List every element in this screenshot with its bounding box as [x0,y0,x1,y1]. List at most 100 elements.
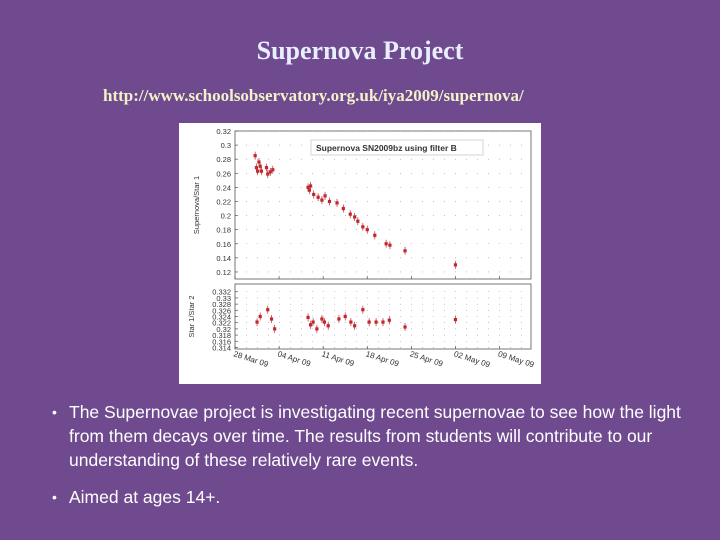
y-tick-label: 0.18 [216,226,231,235]
project-url[interactable]: http://www.schoolsobservatory.org.uk/iya… [103,86,524,105]
data-marker [255,320,259,324]
data-marker [348,212,352,216]
data-marker [307,188,311,192]
chart-title: Supernova SN2009bz using filter B [316,143,457,153]
y-tick-label: 0.322 [212,319,231,328]
data-point [322,318,327,327]
chart-svg: 0.32 0.3 0.28 0.26 0.24 0.22 0.2 0.18 0.16 0.14 0.… [187,127,536,370]
star-ratio-panel: 0.3320.330.3280.3260.3240.3220.320.3180.… [187,283,536,370]
data-point [258,312,262,321]
data-point [273,324,277,333]
data-marker [258,314,262,319]
data-marker [388,243,392,247]
y-tick-label: 0.32 [216,127,231,136]
data-marker [341,206,345,211]
x-tick-label: 04 Apr 09 [276,349,312,368]
data-point [356,217,360,226]
y-tick-label: 0.332 [212,288,231,297]
data-point [308,320,313,329]
data-point [268,167,272,176]
x-tick-label: 25 Apr 09 [409,349,445,368]
bullet-item: Aimed at ages 14+. [52,485,692,509]
plot-frame [234,130,532,280]
data-marker [353,324,357,328]
data-point [327,197,332,206]
data-marker [308,184,313,188]
data-point [256,167,260,176]
data-marker [335,201,339,205]
x-tick-label: 28 Mar 09 [232,349,270,369]
x-tick-label: 11 Apr 09 [321,349,356,368]
data-marker [403,249,407,253]
y-tick-label: 0.14 [216,254,231,263]
data-point [353,212,357,221]
chart-title-box [310,139,484,156]
data-marker [322,320,327,324]
y-tick-label: 0.328 [212,300,231,309]
data-point [320,314,324,323]
data-point [341,204,345,213]
y-tick-label: 0.326 [212,306,231,315]
data-marker [349,320,353,324]
data-marker [306,315,310,320]
data-point [403,246,407,255]
data-marker [306,185,310,189]
y-tick-label: 0.324 [212,313,231,322]
x-tick-label: 09 May 09 [497,349,536,369]
data-point [348,210,352,219]
data-marker [308,323,313,327]
data-marker [320,198,324,202]
y-tick-label: 0.24 [216,183,231,192]
data-point [316,193,320,202]
y-tick-label: 0.16 [216,240,231,249]
data-marker [266,172,270,176]
y-tick-label: 0.314 [212,343,231,352]
data-point [453,260,458,269]
y-tick-label: 0.3 [221,141,231,150]
data-marker [337,317,341,321]
data-point [365,225,369,234]
x-tick-label: 02 May 09 [453,349,492,369]
data-marker [403,325,407,329]
data-point [323,191,327,200]
y-tick-label: 0.26 [216,169,231,178]
data-point [312,190,316,199]
data-point [381,318,385,327]
data-point [387,316,391,325]
data-marker [268,170,272,174]
y-tick-label: 0.33 [216,294,231,303]
data-marker [259,169,264,173]
data-marker [361,308,365,312]
data-marker [374,320,378,324]
bullet-item: The Supernovae project is investigating … [52,400,692,472]
data-marker [326,324,330,328]
data-point [255,318,259,327]
y-tick-label: 0.316 [212,337,231,346]
y-tick-label: 0.22 [216,197,231,206]
data-marker [353,215,357,219]
data-marker [387,318,391,322]
data-marker [315,327,319,331]
data-marker [453,263,458,267]
data-point [258,162,262,171]
data-point [266,305,270,314]
data-marker [381,320,385,324]
data-marker [367,320,371,324]
data-marker [253,154,257,158]
data-point [271,165,275,174]
data-point [320,196,324,205]
data-marker [256,169,260,173]
data-point [264,163,269,172]
data-marker [311,320,315,324]
data-marker [257,160,261,164]
data-marker [258,164,262,168]
data-point [343,312,347,321]
data-point [269,314,274,323]
y-tick-label: 0.2 [221,212,231,221]
data-point [453,315,458,324]
data-point [335,198,339,207]
data-point [374,318,378,327]
data-marker [316,195,320,199]
bullet-list: The Supernovae project is investigating … [52,400,692,522]
data-point [266,169,270,178]
